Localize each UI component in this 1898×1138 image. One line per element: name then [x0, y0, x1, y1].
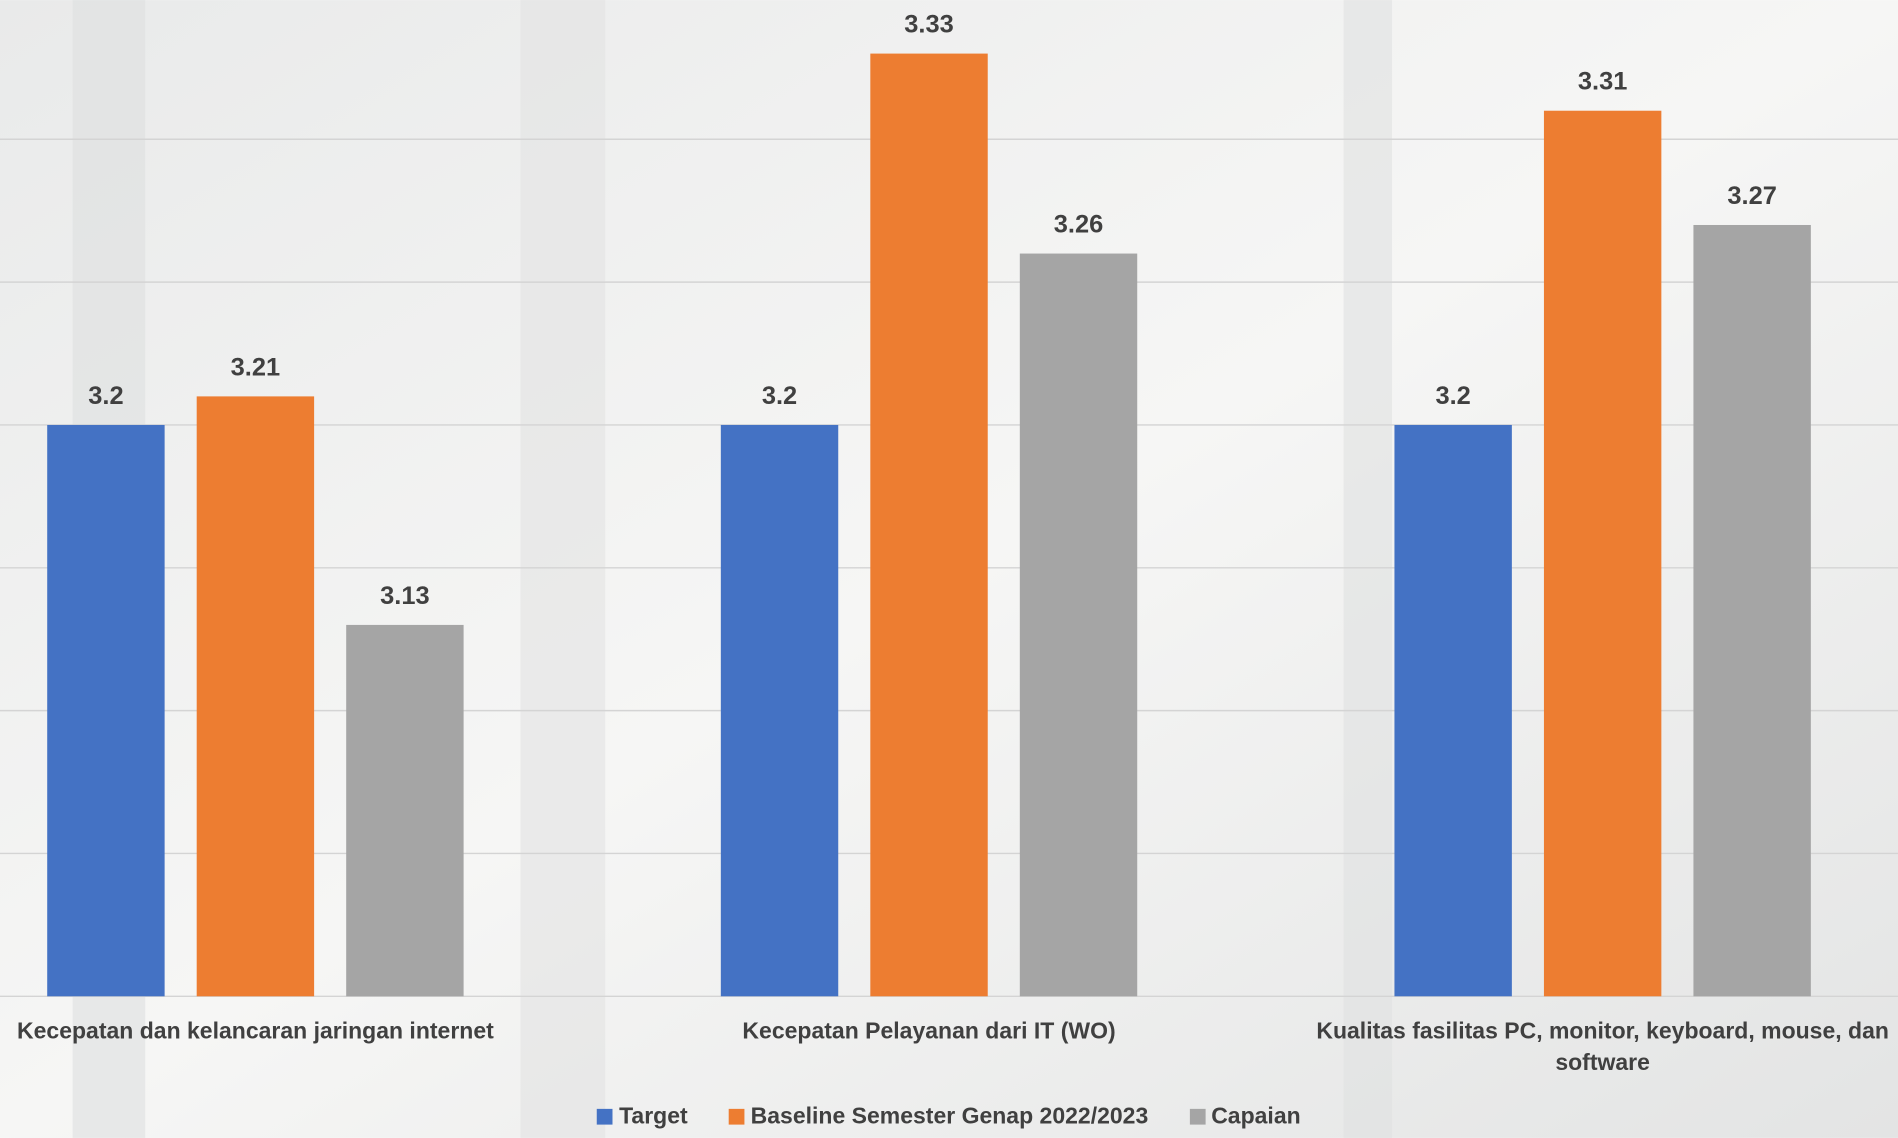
legend-item: Target — [597, 1104, 688, 1131]
bar — [1019, 253, 1138, 997]
legend-swatch — [728, 1109, 745, 1126]
x-tick-label: Kecepatan dan kelancaran jaringan intern… — [17, 1019, 494, 1045]
legend-label: Capaian — [1211, 1104, 1301, 1130]
legend-label: Target — [619, 1104, 688, 1130]
bar — [1394, 424, 1512, 997]
data-label: 3.13 — [380, 582, 429, 610]
legend-swatch — [1189, 1109, 1206, 1126]
bar — [346, 624, 464, 997]
x-tick-label: Kecepatan Pelayanan dari IT (WO) — [742, 1019, 1116, 1045]
data-label: 3.2 — [1435, 382, 1470, 410]
bar — [47, 424, 165, 997]
bar — [720, 424, 839, 997]
data-label: 3.2 — [88, 382, 123, 410]
legend-label: Baseline Semester Genap 2022/2023 — [750, 1104, 1149, 1130]
bar — [870, 53, 988, 997]
bar — [196, 396, 315, 997]
legend: Target Baseline Semester Genap 2022/2023 C… — [0, 1104, 1898, 1131]
bar — [1693, 224, 1811, 997]
x-label-box: Kecepatan dan kelancaran jaringan intern… — [17, 1019, 494, 1045]
x-label-box: Kecepatan Pelayanan dari IT (WO) — [742, 1019, 1116, 1045]
background-pillar — [520, 0, 606, 1138]
background-pillar — [1343, 0, 1393, 1138]
data-label: 3.2 — [762, 382, 797, 410]
x-label-box: Kualitas fasilitas PC, monitor, keyboard… — [1316, 1019, 1889, 1077]
x-tick-label: Kualitas fasilitas PC, monitor, keyboard… — [1316, 1019, 1889, 1077]
legend-swatch — [597, 1109, 614, 1126]
data-label: 3.27 — [1727, 182, 1776, 210]
legend-box: Target Baseline Semester Genap 2022/2023 C… — [0, 1104, 1898, 1131]
data-label: 3.31 — [1578, 68, 1627, 96]
data-label: 3.21 — [231, 353, 280, 381]
legend-item: Capaian — [1189, 1104, 1301, 1131]
bar — [1543, 110, 1662, 997]
data-label: 3.26 — [1054, 210, 1103, 238]
data-label: 3.33 — [904, 10, 953, 38]
legend-item: Baseline Semester Genap 2022/2023 — [728, 1104, 1149, 1131]
